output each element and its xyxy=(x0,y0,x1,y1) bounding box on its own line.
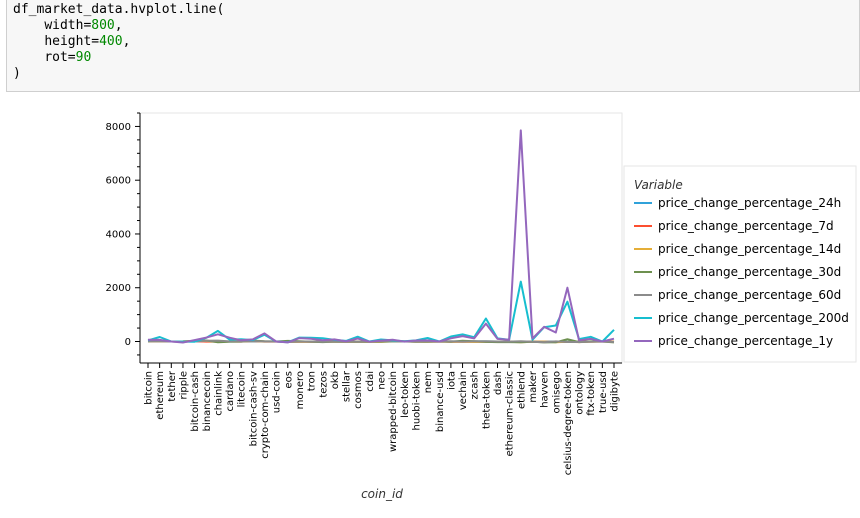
x-tick-label: crypto-com-chain xyxy=(260,371,271,459)
x-tick-label: bitcoin-cash xyxy=(190,371,201,432)
x-tick-label: tron xyxy=(307,371,318,391)
y-tick-label: 4000 xyxy=(106,229,131,240)
y-tick-label: 8000 xyxy=(106,122,131,133)
x-tick-label: bitcoin-cash-sv xyxy=(248,371,259,446)
x-tick-label: true-usd xyxy=(598,371,609,413)
code-width-kw: width xyxy=(44,18,84,33)
x-axis-title: coin_id xyxy=(361,487,403,501)
x-tick-label: wrapped-bitcoin xyxy=(388,371,399,452)
code-rot-kw: rot xyxy=(44,50,68,65)
x-tick-label: monero xyxy=(295,371,306,409)
legend-entry[interactable]: price_change_percentage_24h xyxy=(658,196,841,210)
code-height-val: 400 xyxy=(99,34,123,49)
x-tick-label: celsius-degree-token xyxy=(563,371,574,475)
x-tick-label: bitcoin xyxy=(144,371,155,405)
code-rot-val: 90 xyxy=(75,50,92,65)
x-tick-label: ontology xyxy=(575,371,586,415)
code-line-call: df_market_data.hvplot.line( xyxy=(13,2,225,17)
x-tick-label: usd-coin xyxy=(272,371,283,413)
legend-entry[interactable]: price_change_percentage_14d xyxy=(658,242,841,256)
x-tick-label: omisego xyxy=(551,371,562,413)
y-axis: 0 2000 4000 6000 8000 xyxy=(106,112,141,363)
code-height-kw: height xyxy=(44,34,92,49)
x-tick-label: okb xyxy=(330,371,341,389)
x-tick-label: ethereum xyxy=(155,371,166,420)
x-tick-label: havven xyxy=(540,371,551,408)
x-tick-label: cdai xyxy=(365,371,376,392)
x-tick-label: ethereum-classic xyxy=(505,371,516,456)
x-tick-label: litecoin xyxy=(237,371,248,407)
x-tick-label: nem xyxy=(423,371,434,393)
legend-entry[interactable]: price_change_percentage_30d xyxy=(658,265,841,279)
x-tick-label: vechain xyxy=(458,371,469,410)
x-tick-label: digibyte xyxy=(610,371,621,412)
x-tick-label: huobi-token xyxy=(411,371,422,431)
code-text: df_market_data.hvplot.line( width=800, h… xyxy=(13,2,225,81)
x-tick-label: ftx-token xyxy=(586,371,597,416)
x-tick-label: neo xyxy=(377,371,388,390)
x-tick-label: stellar xyxy=(342,370,353,402)
code-close-paren: ) xyxy=(13,66,21,81)
legend-entry[interactable]: price_change_percentage_200d xyxy=(658,311,849,325)
x-tick-label: binance-usd xyxy=(435,371,446,432)
code-width-val: 800 xyxy=(91,18,115,33)
legend-box xyxy=(623,165,857,363)
y-tick-label: 0 xyxy=(125,337,131,348)
x-tick-label: binancecoin xyxy=(202,371,213,431)
x-tick-label: ripple xyxy=(178,371,189,400)
series-line-6 xyxy=(147,129,615,344)
x-tick-label: cosmos xyxy=(353,371,364,409)
x-tick-label: ethlend xyxy=(516,371,527,409)
legend-entry[interactable]: price_change_percentage_7d xyxy=(658,219,834,233)
series-lines xyxy=(147,129,615,344)
legend-entry[interactable]: price_change_percentage_60d xyxy=(658,288,841,302)
legend: Variable price_change_percentage_24hpric… xyxy=(623,165,857,363)
x-tick-label: tezos xyxy=(318,371,329,398)
x-tick-label: iota xyxy=(446,371,457,390)
y-tick-label: 2000 xyxy=(106,283,131,294)
x-tick-label: cardano xyxy=(225,371,236,412)
x-tick-label: zcash xyxy=(470,371,481,399)
y-tick-label: 6000 xyxy=(106,176,131,187)
legend-entry[interactable]: price_change_percentage_1y xyxy=(658,334,833,348)
line-chart[interactable]: 0 2000 4000 6000 8000 bitcoin ethereum tether r… xyxy=(0,100,860,518)
code-cell[interactable]: df_market_data.hvplot.line( width=800, h… xyxy=(6,0,860,92)
x-tick-label: eos xyxy=(283,371,294,388)
plot-area xyxy=(139,112,623,364)
legend-title: Variable xyxy=(634,178,683,192)
x-tick-label: theta-token xyxy=(481,371,492,429)
x-tick-label: dash xyxy=(493,371,504,395)
x-tick-label: leo-token xyxy=(400,371,411,418)
x-tick-label: maker xyxy=(528,370,539,402)
x-tick-label: tether xyxy=(167,370,178,401)
x-axis: bitcoin ethereum tether ripple bitcoin-cash b… xyxy=(140,362,622,475)
x-tick-label: chainlink xyxy=(213,371,224,416)
